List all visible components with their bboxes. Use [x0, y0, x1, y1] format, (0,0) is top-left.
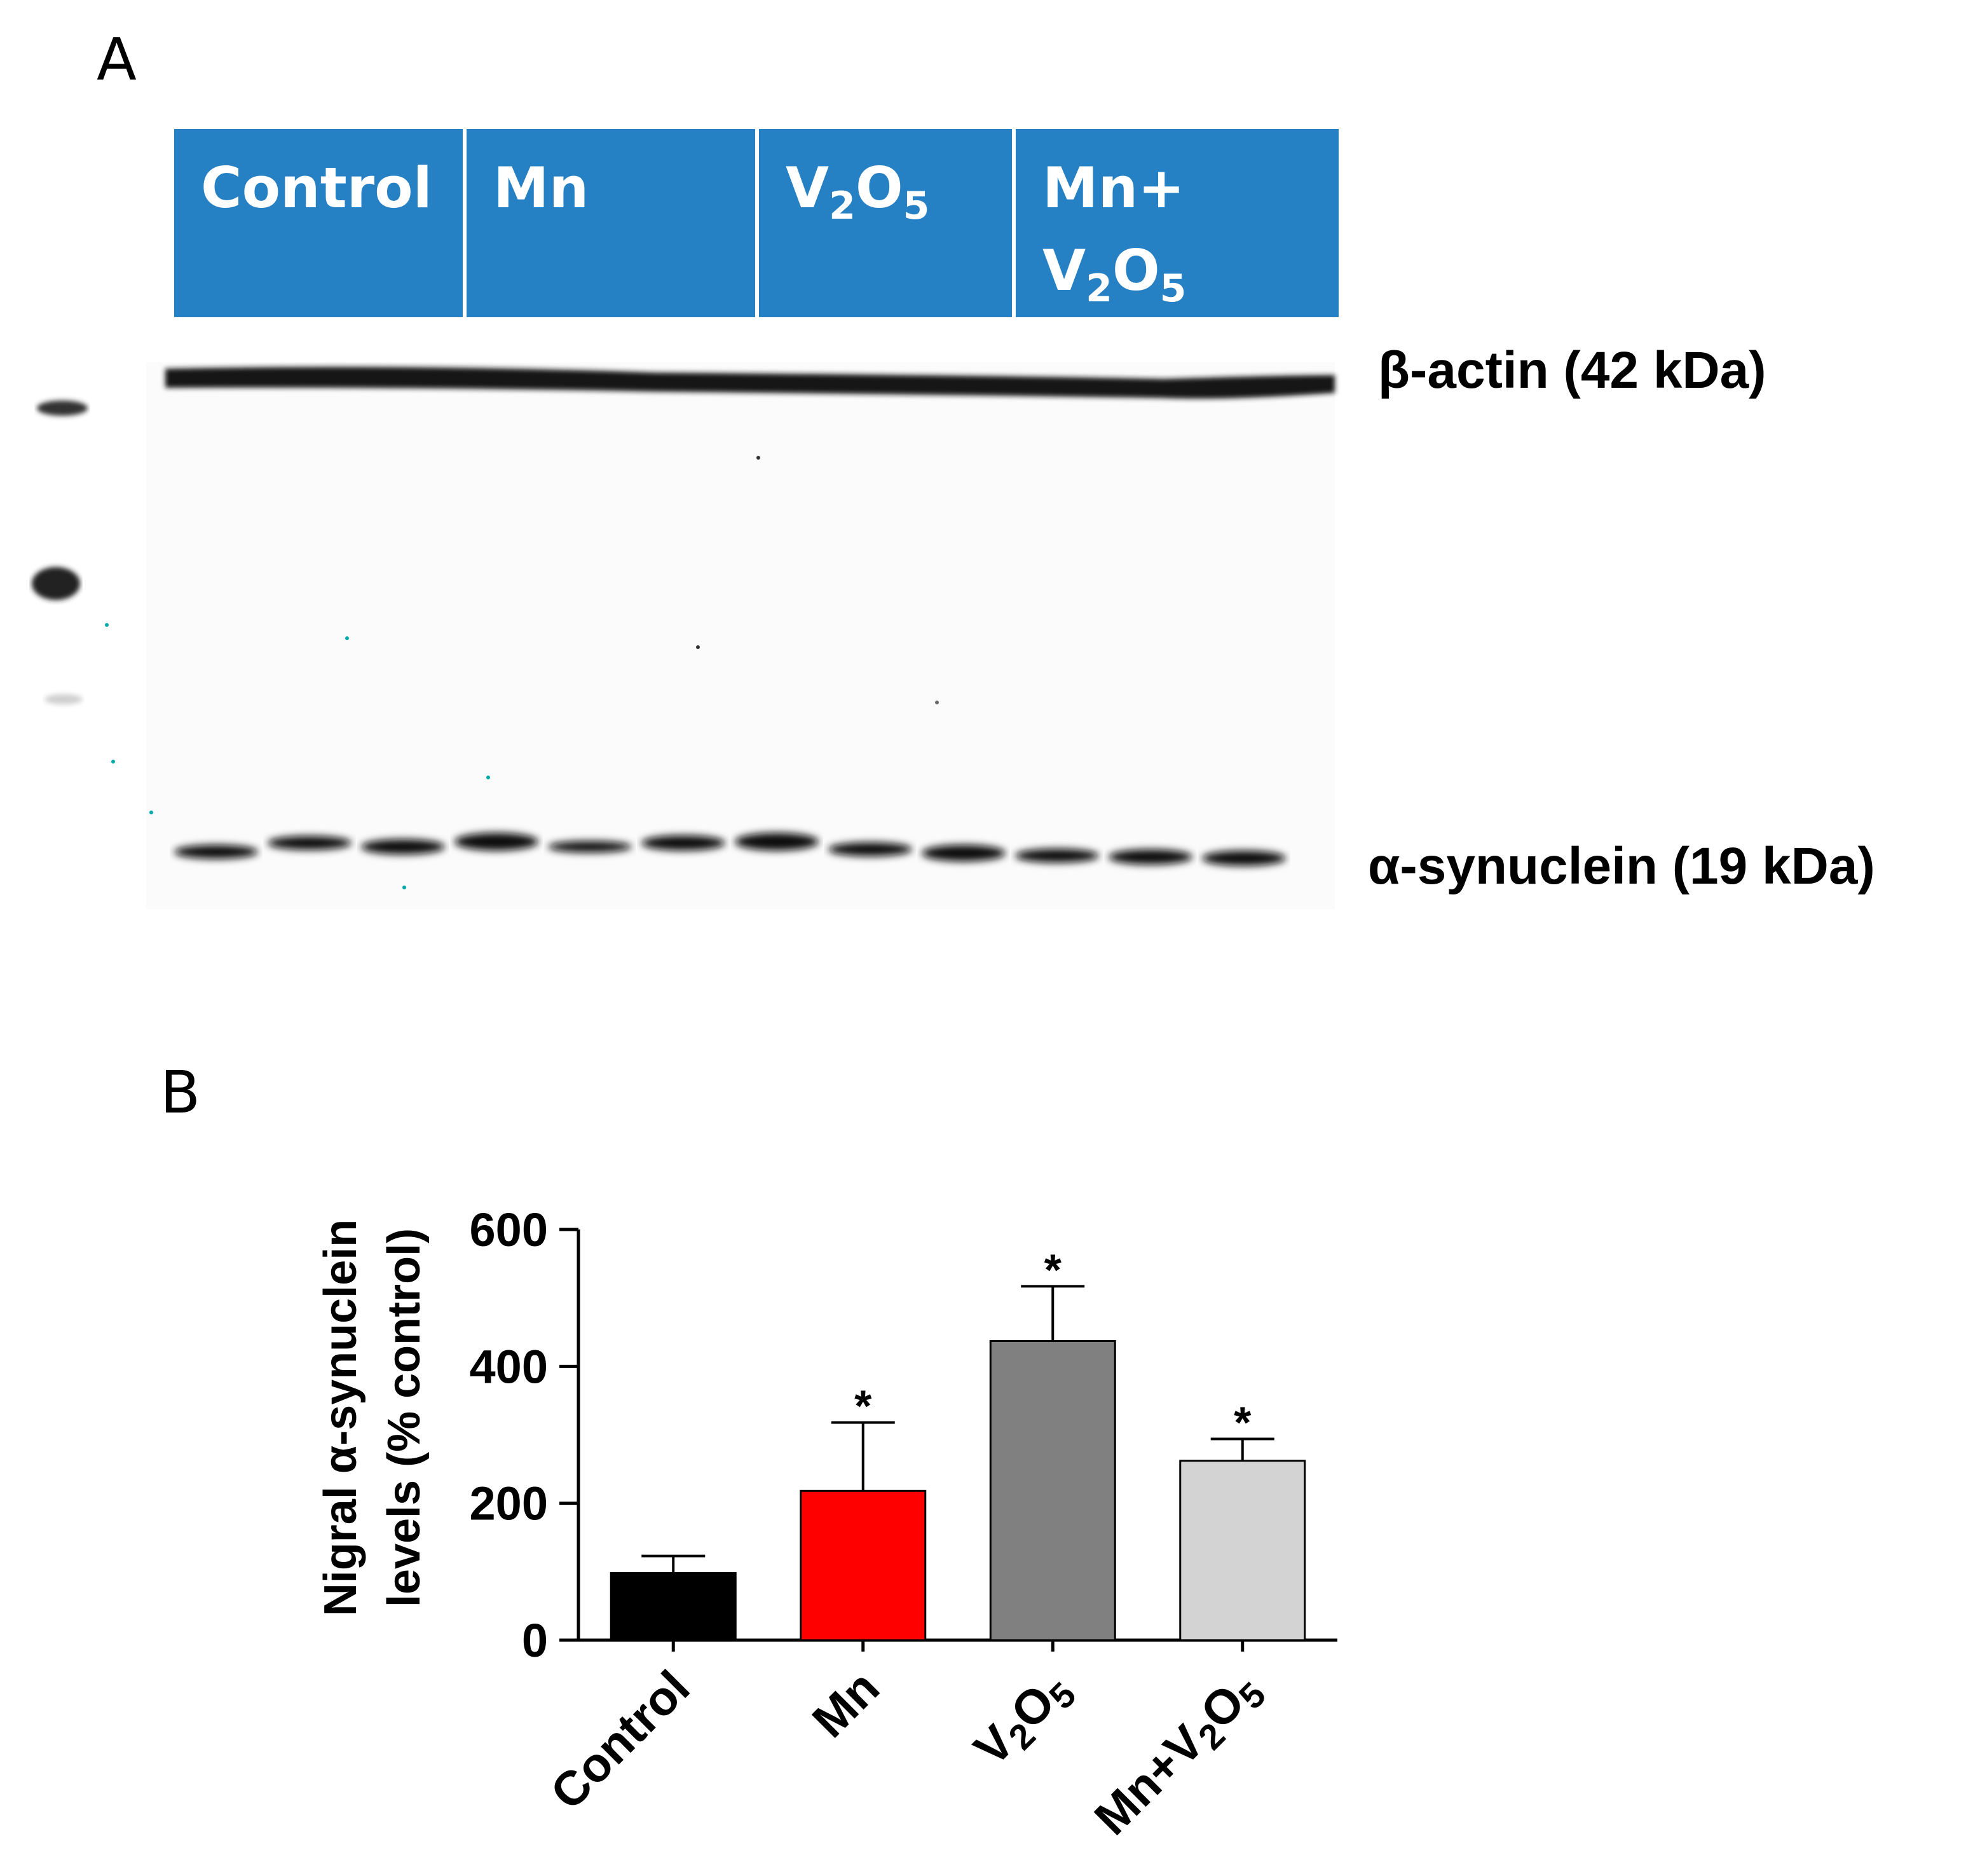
speck: [149, 811, 153, 814]
synuclein-band-lane-8: [828, 842, 912, 856]
speck: [105, 623, 109, 627]
ladder-mark: [37, 401, 88, 416]
x-axis: [578, 1638, 1337, 1652]
panel-b-letter: B: [160, 1058, 201, 1126]
actin-band: [165, 367, 1335, 399]
synuclein-band-lane-4: [454, 833, 538, 851]
significance-star-2: *: [854, 1381, 872, 1431]
group-header-mn: Mn: [467, 129, 755, 317]
significance-star-4: *: [1234, 1397, 1252, 1447]
group-header-v2o5: V2O5: [759, 129, 1012, 317]
synuclein-band-lane-1: [174, 845, 258, 859]
y-tick-label: 400: [470, 1340, 548, 1393]
synuclein-band-lane-12: [1202, 851, 1286, 866]
speck: [111, 760, 115, 763]
significance-markers: * * *: [854, 1245, 1252, 1447]
category-label-4: Mn+V2O5: [1084, 1660, 1273, 1849]
y-axis: 0 200 400 600: [470, 1203, 580, 1667]
bars: [610, 1339, 1306, 1641]
ladder-mark: [32, 567, 80, 600]
bar-2: [800, 1489, 927, 1641]
category-label-3: V2O5: [964, 1660, 1083, 1780]
group-header-control: Control: [174, 129, 463, 317]
synuclein-band-lane-3: [361, 839, 445, 854]
y-axis-label-line2: levels (% control): [379, 1228, 430, 1607]
category-label-2: Mn: [802, 1660, 890, 1748]
panel-a-letter: A: [97, 25, 137, 93]
ladder-mark: [44, 694, 83, 704]
group-label-mn-v2o5-line2: V2O5: [1042, 238, 1187, 311]
y-tick-label: 200: [470, 1477, 548, 1530]
synuclein-band-lane-6: [641, 835, 725, 851]
actin-band-label: β-actin (42 kDa): [1378, 341, 1766, 399]
y-tick-label: 0: [522, 1614, 548, 1667]
speck: [935, 701, 939, 704]
speck: [345, 636, 349, 640]
synuclein-band-lane-5: [548, 841, 632, 852]
error-bars: [641, 1285, 1274, 1573]
bar-3: [989, 1339, 1116, 1641]
synuclein-band-label: α-synuclein (19 kDa): [1368, 837, 1875, 895]
y-tick-label: 600: [470, 1203, 548, 1256]
speck: [402, 886, 406, 889]
synuclein-band-lane-7: [735, 833, 819, 851]
synuclein-band-lane-10: [1015, 849, 1099, 863]
speck: [756, 456, 760, 460]
speck: [696, 645, 700, 649]
y-axis-label-line1: Nigral α-synuclein: [315, 1219, 366, 1616]
bar-4: [1179, 1460, 1306, 1641]
synuclein-band-lane-2: [268, 836, 352, 850]
bar-1: [610, 1571, 737, 1641]
western-blot-image: [19, 356, 1341, 909]
synuclein-bands: [174, 833, 1286, 866]
group-label-v2o5: V2O5: [786, 155, 930, 228]
speck: [486, 776, 490, 779]
synuclein-band-lane-11: [1109, 849, 1192, 865]
synuclein-band-lane-9: [922, 845, 1006, 861]
group-label-mn-v2o5-line1: Mn+: [1042, 155, 1185, 221]
group-header-mn-v2o5: Mn+ V2O5: [1016, 129, 1339, 317]
group-label-control: Control: [201, 155, 432, 221]
category-label-1: Control: [540, 1660, 700, 1820]
group-label-mn: Mn: [493, 155, 589, 221]
significance-star-3: *: [1044, 1245, 1062, 1294]
